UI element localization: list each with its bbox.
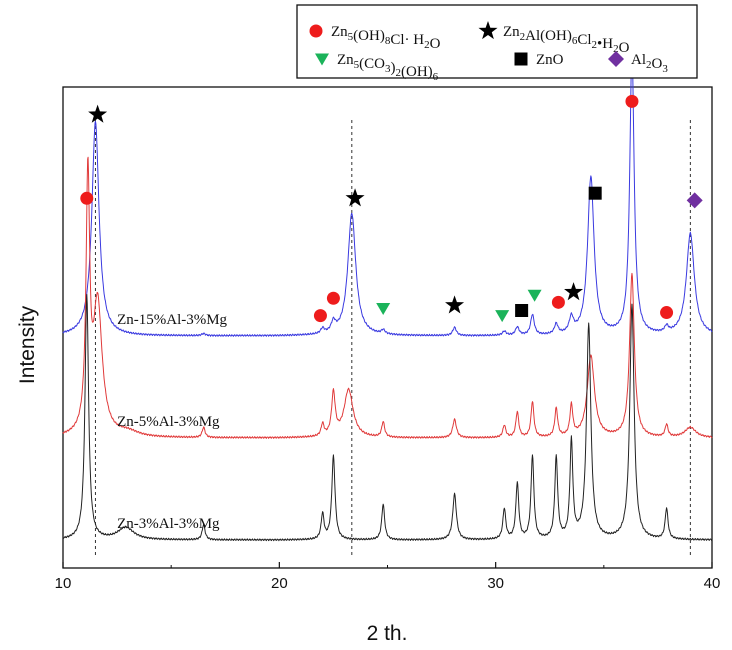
circle-marker-3 xyxy=(313,309,327,323)
x-tick-label-10: 10 xyxy=(55,575,72,592)
triangle-marker-9 xyxy=(527,289,542,302)
reference-lines xyxy=(94,120,691,556)
square-marker-8 xyxy=(515,304,529,317)
circle-marker-13 xyxy=(625,94,639,108)
triangle-marker-5 xyxy=(376,302,391,315)
legend-label-2: Zn2Al(OH)6Cl2•H2O xyxy=(503,24,630,56)
x-tick-label-20: 20 xyxy=(271,575,288,592)
trace-labels: Zn-15%Al-3%Mg Zn-5%Al-3%Mg Zn-3%Al-3%Mg xyxy=(117,312,227,532)
x-tick-label-30: 30 xyxy=(487,575,504,592)
trace-label-1: Zn-15%Al-3%Mg xyxy=(117,312,227,328)
legend-star-icon xyxy=(478,21,498,40)
series-line-1 xyxy=(62,47,713,337)
circle-marker-14 xyxy=(660,306,674,320)
legend-circle-icon xyxy=(309,24,323,38)
plot-frame xyxy=(62,86,713,569)
legend-label-1: Zn5(OH)8Cl· H2O xyxy=(331,24,441,52)
phase-markers xyxy=(80,94,703,323)
trace-label-2: Zn-5%Al-3%Mg xyxy=(117,414,220,430)
square-marker-12 xyxy=(588,186,602,200)
series-line-2 xyxy=(62,156,713,439)
legend-box xyxy=(296,4,698,79)
diamond-marker-15 xyxy=(686,192,703,209)
legend-square-icon xyxy=(514,52,528,66)
x-axis-title: 2 th. xyxy=(367,622,408,645)
circle-marker-0 xyxy=(80,191,94,205)
x-tick-label-40: 40 xyxy=(704,575,721,592)
legend-label-4: ZnO xyxy=(536,52,564,68)
legend-triangle-icon xyxy=(315,53,329,66)
legend-label-5: Al2O3 xyxy=(631,52,668,75)
legend-label-3: Zn5(CO3)2(OH)6 xyxy=(337,52,439,83)
series-line-3 xyxy=(62,294,713,542)
circle-marker-11 xyxy=(551,295,565,309)
legend: Zn5(OH)8Cl· H2O Zn2Al(OH)6Cl2•H2O Zn5(CO3)… xyxy=(296,4,698,83)
star-marker-2 xyxy=(345,188,365,207)
legend-diamond-icon xyxy=(608,51,624,67)
star-marker-10 xyxy=(564,282,584,301)
trace-label-3: Zn-3%Al-3%Mg xyxy=(117,516,220,532)
star-marker-1 xyxy=(88,104,108,123)
circle-marker-4 xyxy=(326,291,340,305)
star-marker-6 xyxy=(445,295,465,314)
data-series xyxy=(62,47,713,542)
x-axis: 10 20 30 40 xyxy=(55,562,721,592)
y-axis-title: Intensity xyxy=(16,305,39,384)
triangle-marker-7 xyxy=(495,310,510,323)
